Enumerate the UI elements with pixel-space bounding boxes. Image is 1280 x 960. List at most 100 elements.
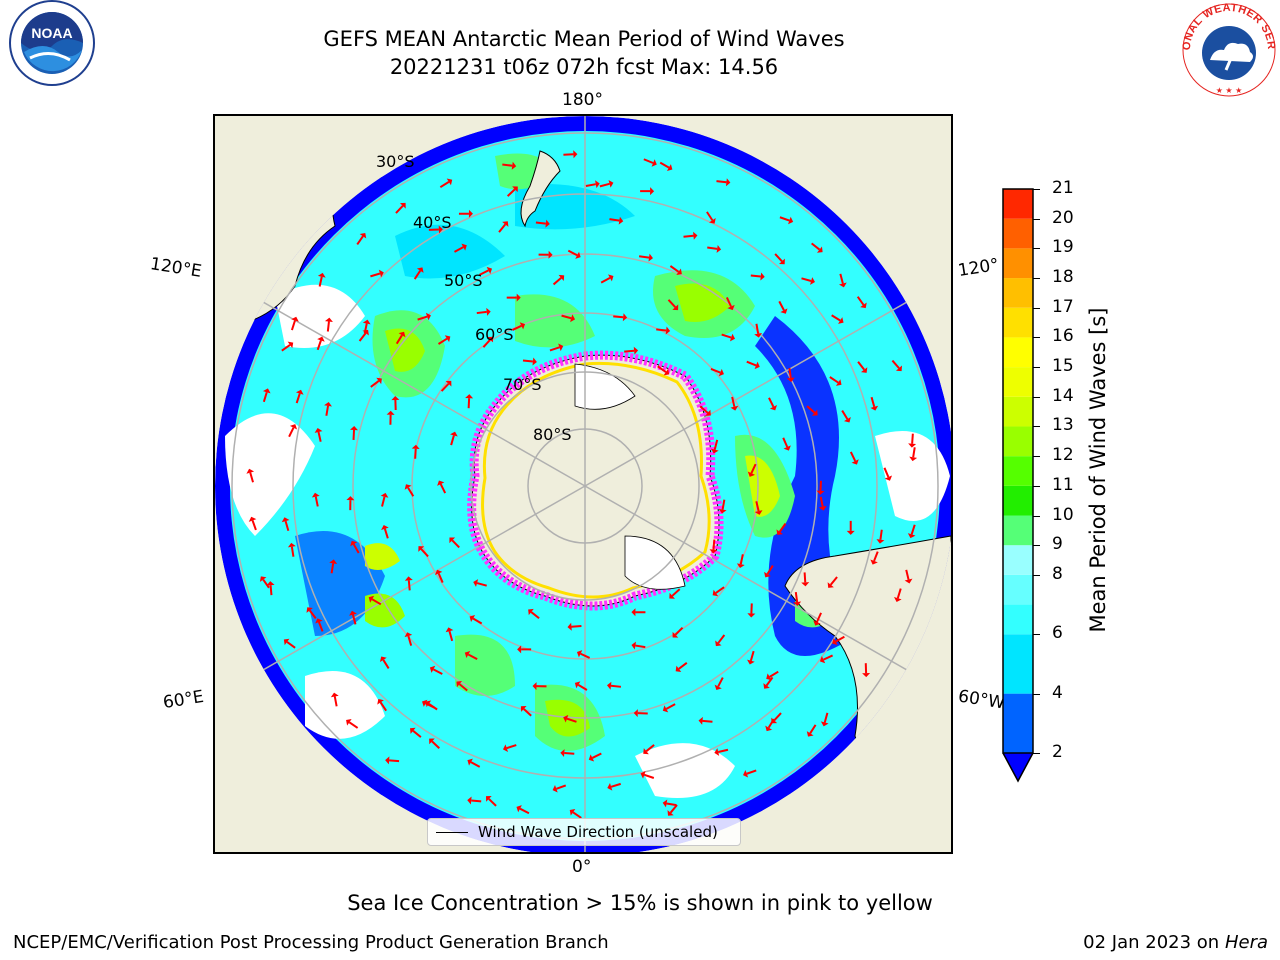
- wind-wave-arrow: [713, 439, 719, 450]
- colorbar-tick-label: 4: [1052, 682, 1063, 703]
- wind-wave-arrow: [891, 359, 900, 369]
- wind-wave-arrow: [873, 551, 879, 562]
- colorbar-tick: [1033, 574, 1040, 576]
- colorbar-tick: [1033, 485, 1040, 487]
- wind-wave-arrowhead: [386, 410, 395, 415]
- wind-wave-arrow: [448, 630, 454, 642]
- wind-wave-arrow: [739, 554, 744, 565]
- wind-wave-arrow: [767, 718, 775, 729]
- colorbar-cell: [1003, 396, 1033, 427]
- colorbar-tick-label: 8: [1052, 563, 1063, 584]
- wind-wave-arrowhead: [819, 655, 826, 664]
- wind-wave-arrow: [470, 761, 481, 768]
- wind-wave-arrowhead: [295, 389, 304, 395]
- wind-wave-arrowhead: [259, 576, 267, 582]
- wind-wave-arrow: [502, 163, 513, 167]
- lat-label-40s: 40°S: [413, 213, 452, 232]
- wind-wave-arrowhead: [520, 706, 527, 712]
- wind-wave-arrow: [407, 487, 415, 497]
- wind-wave-arrowhead: [467, 758, 473, 766]
- colorbar-tick-label: 9: [1052, 534, 1063, 555]
- wind-wave-arrowhead: [416, 267, 424, 273]
- colorbar-tick-label: 21: [1052, 178, 1074, 198]
- wind-wave-arrow: [669, 265, 680, 273]
- wind-wave-arrow: [262, 579, 270, 589]
- wind-wave-arrow: [522, 359, 534, 363]
- colorbar-tick-label: 15: [1052, 356, 1074, 377]
- wind-wave-arrow: [506, 188, 516, 197]
- wind-wave-arrow: [712, 539, 716, 550]
- wind-wave-arrowhead: [519, 322, 526, 330]
- wind-wave-arrow: [511, 324, 522, 331]
- wind-wave-arrowhead: [502, 221, 509, 227]
- wind-wave-arrow: [905, 569, 910, 580]
- wind-wave-arrowhead: [816, 246, 823, 253]
- colorbar-tick: [1033, 307, 1040, 309]
- wind-wave-arrowhead: [754, 361, 760, 370]
- legend-label: Wind Wave Direction (unscaled): [478, 823, 718, 841]
- wind-wave-arrowhead: [486, 307, 491, 316]
- wind-wave-arrowhead: [429, 738, 435, 745]
- wind-wave-arrowhead: [698, 716, 703, 725]
- wind-wave-arrowhead: [820, 721, 829, 727]
- wind-wave-arrowhead: [743, 769, 749, 778]
- wind-wave-arrowhead: [570, 314, 576, 323]
- map-legend: Wind Wave Direction (unscaled): [427, 818, 741, 846]
- wind-wave-arrows: [246, 150, 918, 819]
- wind-wave-arrowhead: [486, 796, 492, 802]
- wind-wave-arrowhead: [376, 377, 382, 385]
- wind-wave-arrowhead: [718, 508, 727, 514]
- wind-wave-arrowhead: [473, 579, 479, 587]
- wind-wave-arrowhead: [287, 341, 294, 349]
- wind-wave-arrow: [383, 528, 389, 539]
- wind-wave-arrowhead: [747, 471, 756, 477]
- wind-wave-arrowhead: [712, 589, 719, 597]
- colorbar-cell: [1003, 545, 1033, 575]
- lat-label-70s: 70°S: [503, 375, 542, 394]
- wind-wave-arrow: [731, 396, 736, 407]
- wind-wave-arrow: [782, 437, 789, 448]
- footer-date: 02 Jan 2023 on Hera: [1083, 932, 1268, 953]
- wind-wave-arrow: [819, 496, 824, 507]
- wind-wave-arrowhead: [827, 582, 834, 588]
- wind-wave-arrowhead: [569, 809, 576, 816]
- colorbar-cell: [1003, 218, 1033, 249]
- wind-wave-arrowhead: [763, 683, 770, 689]
- wind-wave-arrow: [281, 344, 291, 352]
- wind-wave-arrow: [674, 626, 684, 636]
- wind-wave-arrow: [699, 405, 709, 414]
- wind-wave-arrowhead: [909, 456, 918, 462]
- chart-title: GEFS MEAN Antarctic Mean Period of Wind …: [323, 27, 845, 51]
- wind-wave-arrowhead: [281, 517, 290, 523]
- wind-wave-arrow: [580, 652, 591, 659]
- wind-wave-arrowhead: [754, 333, 763, 338]
- wind-wave-arrow: [656, 328, 667, 332]
- colorbar-cell: [1003, 485, 1033, 516]
- wind-wave-arrowhead: [643, 748, 649, 755]
- wind-wave-arrow: [317, 621, 324, 632]
- wind-wave-arrow: [707, 246, 718, 250]
- colorbar-cell: [1003, 248, 1033, 279]
- wind-wave-arrowhead: [266, 581, 275, 586]
- colorbar-tick-label: 14: [1052, 385, 1074, 406]
- wind-wave-arrow: [413, 270, 422, 280]
- wind-wave-arrowhead: [608, 179, 614, 188]
- wind-wave-arrowhead: [429, 665, 436, 673]
- wind-wave-arrow: [286, 641, 296, 649]
- map-panel: [213, 114, 953, 854]
- wind-wave-arrow: [437, 337, 448, 345]
- wind-wave-arrowhead: [783, 445, 791, 451]
- wind-wave-arrowhead: [813, 620, 821, 626]
- wind-wave-arrowhead: [468, 209, 473, 218]
- wind-wave-arrow: [721, 333, 732, 339]
- wind-wave-arrow: [645, 744, 655, 752]
- wind-wave-arrowhead: [862, 673, 871, 678]
- wind-wave-arrow: [251, 520, 257, 531]
- wind-wave-arrowhead: [727, 304, 735, 311]
- colorbar-tick: [1033, 515, 1040, 517]
- colorbar-label: Mean Period of Wind Waves [s]: [1086, 307, 1110, 633]
- colorbar-cell: [1003, 634, 1033, 694]
- wind-wave-arrowhead: [324, 401, 332, 407]
- wind-wave-arrow: [718, 748, 729, 753]
- colorbar-tick-label: 13: [1052, 415, 1074, 436]
